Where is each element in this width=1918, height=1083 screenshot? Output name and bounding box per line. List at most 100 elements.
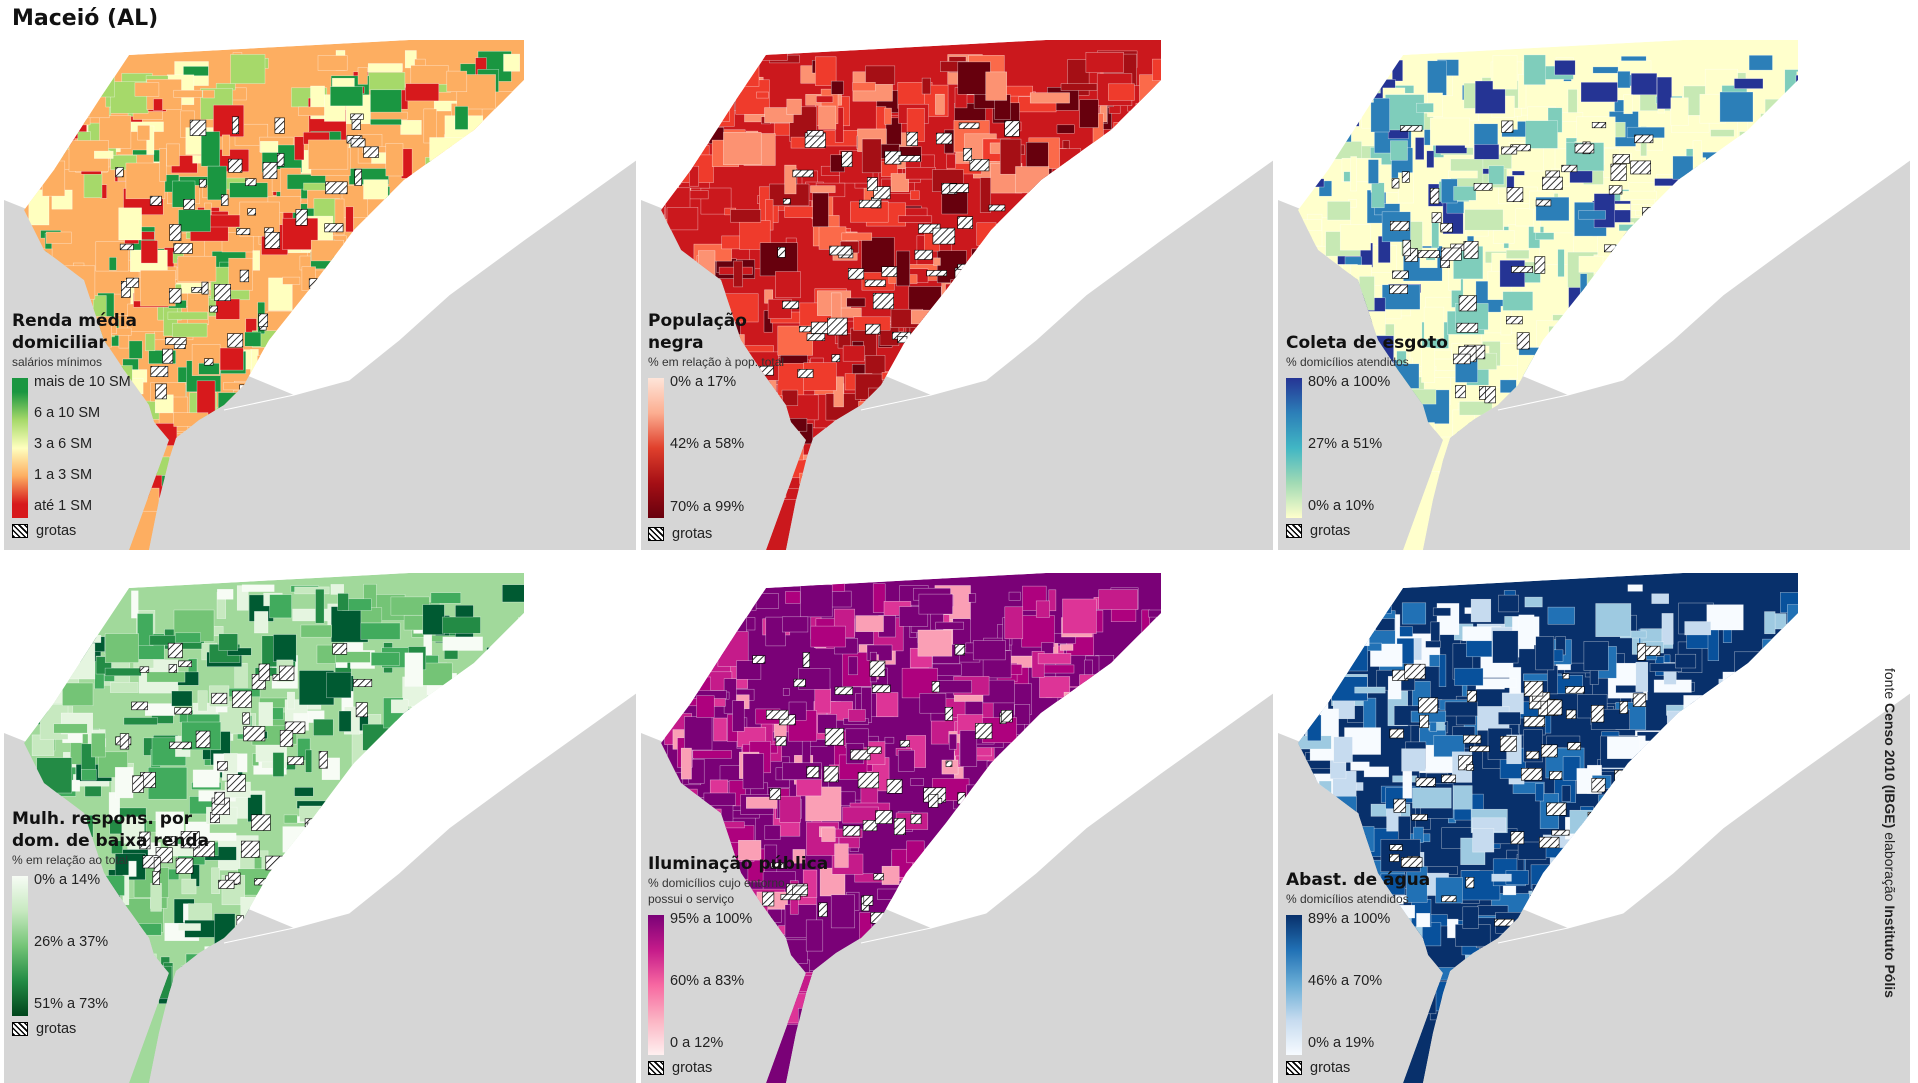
grota-area (1644, 232, 1659, 246)
grota-area (169, 288, 182, 304)
grota-area (1390, 221, 1410, 232)
census-tract (47, 72, 66, 106)
census-tract (1573, 879, 1590, 888)
census-tract (41, 80, 54, 99)
census-tract (1470, 598, 1492, 623)
legend-subtitle: % em relação à pop. total (648, 355, 785, 369)
census-tract (671, 688, 684, 701)
census-tract (1797, 649, 1798, 676)
census-tract (481, 222, 500, 235)
census-tract (897, 215, 933, 223)
census-tract (1539, 364, 1562, 376)
grota-area (766, 709, 789, 720)
census-tract (1433, 735, 1465, 757)
census-tract (196, 380, 216, 415)
grota-area (898, 155, 921, 162)
census-tract (452, 160, 476, 187)
census-tract (1339, 224, 1371, 251)
grota-area (857, 772, 880, 789)
census-tract (667, 632, 704, 648)
census-tract (1021, 851, 1030, 882)
census-tract (1657, 758, 1688, 792)
census-tract (1065, 703, 1096, 718)
census-tract (924, 883, 942, 919)
census-tract (1038, 202, 1046, 234)
census-tract (1333, 736, 1353, 763)
census-tract (1525, 120, 1558, 149)
census-tract (1038, 250, 1048, 262)
census-tract (1115, 210, 1132, 227)
census-tract (971, 321, 984, 352)
census-tract (361, 839, 389, 870)
census-tract (689, 165, 699, 187)
census-tract (456, 209, 486, 244)
grota-area (191, 287, 202, 293)
census-tract (1592, 281, 1611, 300)
census-tract (479, 762, 491, 774)
grota-area (865, 323, 881, 335)
census-tract (1151, 168, 1161, 194)
census-tract (390, 753, 400, 787)
census-tract (986, 760, 1021, 768)
legend-gradient-bar (648, 915, 664, 1055)
census-tract (1702, 151, 1739, 164)
census-tract (503, 53, 520, 72)
census-tract (1492, 230, 1515, 244)
census-tract (118, 207, 142, 241)
census-tract (1354, 686, 1386, 694)
census-tract (183, 66, 209, 76)
census-tract (364, 72, 406, 91)
census-tract (217, 589, 234, 600)
census-tract (1512, 781, 1545, 794)
census-tract (428, 189, 463, 222)
sea-area (4, 160, 636, 550)
census-tract (1719, 91, 1754, 123)
census-tract (1023, 816, 1054, 831)
grota-area (806, 333, 826, 341)
census-tract (884, 107, 892, 125)
census-tract (703, 792, 736, 806)
census-tract (1722, 671, 1764, 707)
census-tract (1676, 251, 1708, 288)
census-tract (337, 593, 349, 611)
census-tract (937, 842, 974, 875)
census-tract (462, 144, 491, 173)
census-tract (999, 138, 1022, 175)
census-tract (1341, 79, 1381, 94)
census-tract (948, 733, 957, 750)
grota-area (1441, 895, 1457, 902)
census-tract (881, 865, 900, 885)
census-tract (1056, 788, 1070, 810)
census-tract (1766, 712, 1798, 747)
census-tract (1758, 710, 1793, 731)
grota-area (239, 269, 250, 283)
census-tract (397, 830, 430, 849)
census-tract (1082, 784, 1118, 804)
census-tract (166, 143, 180, 167)
census-tract (420, 803, 452, 832)
legend-gradient-bar (648, 378, 664, 518)
census-tract (1106, 203, 1141, 212)
census-tract (1077, 214, 1091, 234)
census-tract (412, 263, 434, 279)
census-tract (1459, 401, 1493, 416)
grota-area (169, 741, 192, 749)
census-tract (686, 608, 717, 628)
map-mulheres (4, 573, 636, 1083)
census-tract (1607, 807, 1647, 823)
census-tract (1643, 213, 1664, 247)
census-tract (1715, 740, 1740, 774)
grota-area (167, 642, 183, 659)
census-tract (1654, 793, 1694, 811)
grota-area (792, 169, 814, 178)
census-tract (192, 769, 220, 788)
census-tract (665, 57, 689, 73)
census-tract (296, 365, 320, 374)
census-tract (979, 177, 991, 213)
census-tract (1641, 275, 1659, 305)
census-tract (1795, 74, 1798, 95)
census-tract (1618, 224, 1647, 232)
census-tract (1105, 686, 1143, 713)
census-tract (257, 355, 294, 375)
census-tract (710, 67, 722, 102)
